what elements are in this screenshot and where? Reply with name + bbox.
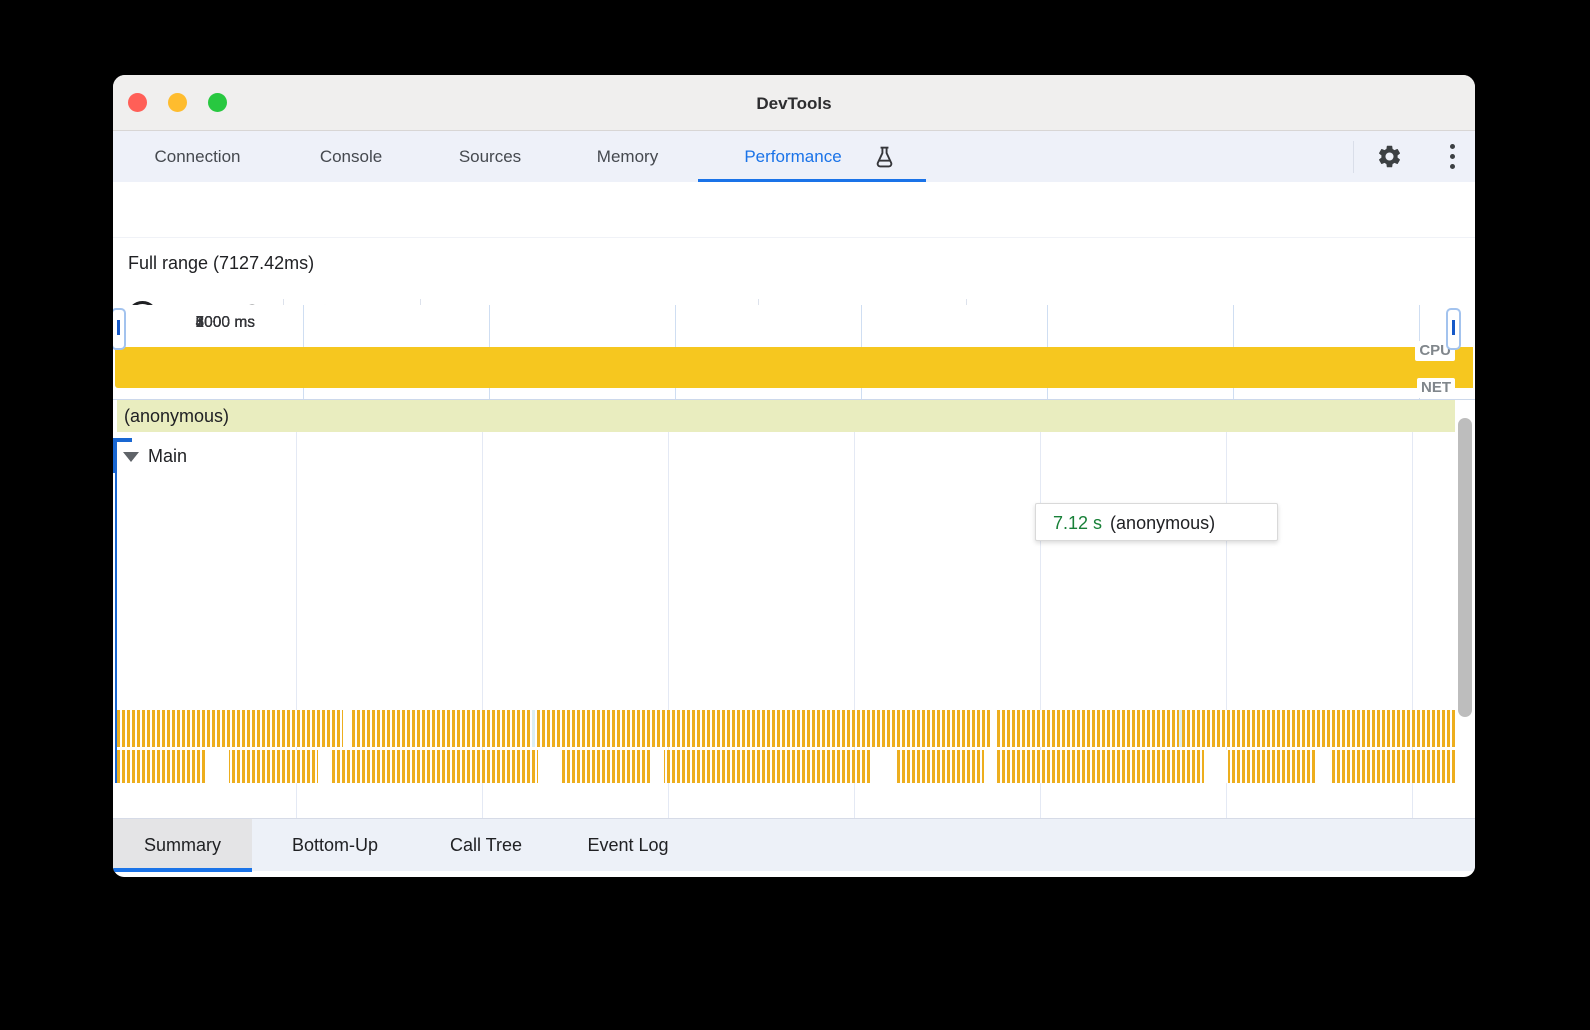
overview-tick-label: 7000 ms	[195, 314, 255, 331]
flame-tooltip: 7.12 s (anonymous)	[1035, 503, 1278, 541]
net-lane-label: NET	[1417, 378, 1455, 398]
cpu-lane-label: CPU	[1415, 341, 1455, 361]
gridline	[482, 403, 483, 818]
tooltip-name: (anonymous)	[1110, 513, 1216, 533]
main-track-label: Main	[148, 446, 188, 466]
gridline	[668, 403, 669, 818]
flame-row[interactable]: (anonymous)	[117, 400, 1455, 432]
gridline	[113, 473, 115, 783]
timeline-overview[interactable]: 1000 ms 2000 ms 3000 ms 4000 ms 5000 ms …	[113, 305, 1475, 400]
tab-bottom-up[interactable]: Bottom-Up	[291, 835, 379, 855]
main-track-header[interactable]: Main	[123, 440, 187, 473]
window-title: DevTools	[756, 94, 832, 113]
experiment-flask-icon	[872, 144, 897, 170]
titlebar: DevTools	[113, 75, 1475, 131]
overview-tick-label: 6000 ms	[195, 314, 255, 331]
zoom-window-button[interactable]	[208, 93, 227, 112]
range-selector-right-handle[interactable]	[1446, 308, 1461, 350]
gridline	[1040, 403, 1041, 818]
tab-console[interactable]: Console	[319, 147, 383, 166]
tooltip-duration: 7.12 s	[1053, 513, 1103, 533]
minimize-window-button[interactable]	[168, 93, 187, 112]
collapse-triangle-icon[interactable]	[123, 452, 139, 463]
more-options-menu-icon[interactable]	[1450, 144, 1456, 170]
tab-call-tree[interactable]: Call Tree	[449, 835, 523, 855]
overview-tick-label: 4000 ms	[195, 314, 255, 331]
active-bottom-tab-underline	[113, 868, 252, 872]
overview-tick-label: 1000 ms	[195, 314, 255, 331]
details-tabbar: Summary Bottom-Up Call Tree Event Log	[113, 818, 1475, 872]
activity-ticks-row[interactable]	[117, 710, 1455, 747]
tab-event-log[interactable]: Event Log	[587, 835, 669, 855]
tabbar-divider	[1353, 141, 1354, 173]
panel-tabbar: Connection Console Sources Memory Perfor…	[113, 131, 1475, 182]
tab-connection[interactable]: Connection	[154, 147, 241, 166]
range-selector-left-handle[interactable]	[113, 308, 126, 350]
tab-memory[interactable]: Memory	[596, 147, 659, 166]
tab-performance[interactable]: Performance	[744, 147, 842, 166]
gridline	[1226, 403, 1227, 818]
selected-track-marker	[113, 438, 117, 783]
gridline	[296, 403, 297, 818]
settings-gear-icon[interactable]	[1376, 143, 1403, 170]
flame-chart[interactable]: 1000 ms 2000 ms 3000 ms 4000 ms 5000 ms …	[113, 400, 1475, 818]
performance-toolbar: #1 Memory Node.js: file:///Users/stmart	[113, 182, 1475, 333]
close-window-button[interactable]	[128, 93, 147, 112]
activity-ticks-row[interactable]	[117, 750, 1455, 783]
tab-summary[interactable]: Summary	[113, 819, 252, 872]
overview-tick-label: 3000 ms	[195, 314, 255, 331]
net-lane-border	[113, 399, 1475, 400]
vertical-scrollbar[interactable]	[1458, 418, 1472, 717]
overview-tick-label: 5000 ms	[195, 314, 255, 331]
selected-track-marker	[113, 438, 132, 442]
overview-tick-label: 2000 ms	[195, 314, 255, 331]
tab-sources[interactable]: Sources	[458, 147, 522, 166]
full-range-label: Full range (7127.42ms)	[128, 253, 315, 273]
gridline	[854, 403, 855, 818]
gridline	[1412, 403, 1413, 818]
devtools-window: DevTools Connection Console Sources Memo…	[113, 75, 1475, 877]
cpu-activity-band[interactable]	[115, 347, 1473, 388]
active-tab-underline	[698, 179, 926, 182]
